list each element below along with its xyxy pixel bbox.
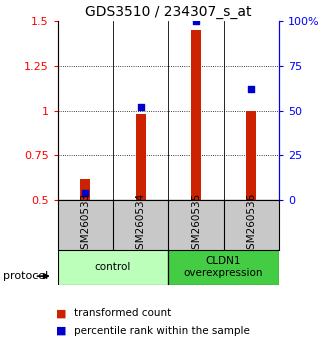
Text: CLDN1
overexpression: CLDN1 overexpression: [184, 256, 263, 278]
Title: GDS3510 / 234307_s_at: GDS3510 / 234307_s_at: [85, 5, 251, 19]
Point: [248, 86, 254, 92]
Bar: [246, 110, 256, 200]
Bar: [81, 178, 90, 200]
Bar: [191, 30, 201, 200]
Text: ■: ■: [56, 308, 67, 318]
Text: GSM260534: GSM260534: [136, 193, 146, 256]
Bar: [168, 250, 279, 285]
Text: GSM260533: GSM260533: [81, 193, 90, 256]
Bar: [136, 114, 146, 200]
Text: transformed count: transformed count: [74, 308, 172, 318]
Text: ■: ■: [56, 326, 67, 336]
Bar: [58, 250, 168, 285]
Point: [83, 190, 88, 196]
Text: GSM260536: GSM260536: [246, 193, 256, 256]
Text: protocol: protocol: [3, 271, 49, 281]
Text: control: control: [95, 262, 131, 272]
Point: [138, 104, 143, 110]
Point: [193, 18, 199, 24]
Text: GSM260535: GSM260535: [191, 193, 201, 256]
Text: percentile rank within the sample: percentile rank within the sample: [74, 326, 250, 336]
